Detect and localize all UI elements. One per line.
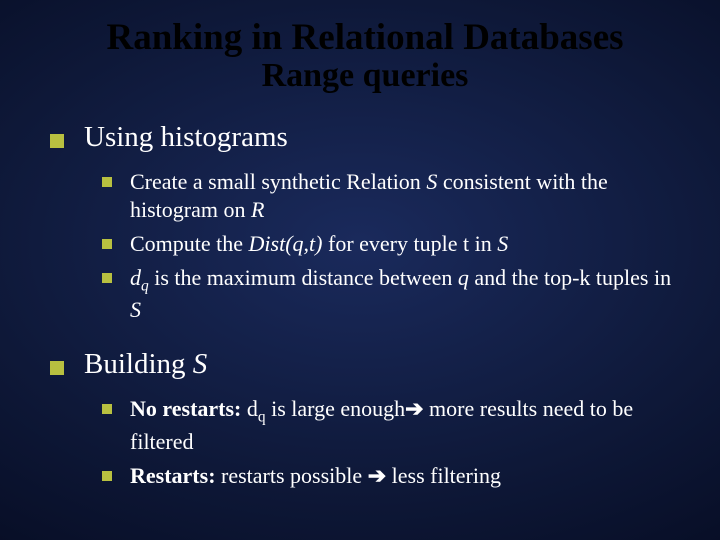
text-run: No restarts: bbox=[130, 396, 247, 421]
text-run: for every tuple t in bbox=[323, 231, 498, 256]
text-run: S bbox=[497, 231, 508, 256]
list-item: Building S bbox=[50, 348, 680, 381]
text-run: d bbox=[130, 265, 141, 290]
square-bullet-icon bbox=[102, 239, 112, 249]
text-run: less filtering bbox=[386, 463, 501, 488]
sub-list: No restarts: dq is large enough➔ more re… bbox=[102, 395, 680, 489]
text-run: restarts possible bbox=[221, 463, 368, 488]
text-run: and the top-k tuples in bbox=[469, 265, 671, 290]
text-run: is the maximum distance between bbox=[149, 265, 458, 290]
list-item-label: Building S bbox=[84, 348, 207, 381]
slide-title: Ranking in Relational Databases bbox=[50, 18, 680, 59]
sub-list-item: Restarts: restarts possible ➔ less filte… bbox=[102, 462, 680, 490]
sub-list-item-text: Create a small synthetic Relation S cons… bbox=[130, 168, 680, 224]
sub-list: Create a small synthetic Relation S cons… bbox=[102, 168, 680, 325]
sub-list-item: Create a small synthetic Relation S cons… bbox=[102, 168, 680, 224]
square-bullet-icon bbox=[102, 273, 112, 283]
text-run: ➔ bbox=[405, 396, 423, 421]
sub-list-item-text: No restarts: dq is large enough➔ more re… bbox=[130, 395, 680, 455]
list-item-label: Using histograms bbox=[84, 121, 288, 154]
slide-subtitle: Range queries bbox=[50, 59, 680, 93]
list-item: Using histograms bbox=[50, 121, 680, 154]
square-bullet-icon bbox=[50, 361, 64, 375]
text-run: R bbox=[251, 197, 264, 222]
text-run: S bbox=[426, 169, 437, 194]
text-run: q bbox=[458, 265, 469, 290]
text-run: Create a small synthetic Relation bbox=[130, 169, 426, 194]
text-run: Restarts: bbox=[130, 463, 221, 488]
sub-list-item-text: Compute the Dist(q,t) for every tuple t … bbox=[130, 230, 680, 258]
square-bullet-icon bbox=[102, 177, 112, 187]
square-bullet-icon bbox=[102, 404, 112, 414]
square-bullet-icon bbox=[50, 134, 64, 148]
sub-list-item-text: dq is the maximum distance between q and… bbox=[130, 264, 680, 324]
square-bullet-icon bbox=[102, 471, 112, 481]
text-run: S bbox=[130, 297, 141, 322]
sub-list-item-text: Restarts: restarts possible ➔ less filte… bbox=[130, 462, 680, 490]
text-run: Building bbox=[84, 348, 193, 380]
text-run: ➔ bbox=[368, 463, 386, 488]
sub-list-item: dq is the maximum distance between q and… bbox=[102, 264, 680, 324]
text-run: d bbox=[247, 396, 258, 421]
text-run: q bbox=[141, 278, 149, 295]
text-run: S bbox=[193, 348, 208, 380]
content-list: Using histograms Create a small synthetic… bbox=[50, 121, 680, 490]
text-run: Dist(q,t) bbox=[249, 231, 323, 256]
text-run: q bbox=[258, 409, 266, 426]
sub-list-item: Compute the Dist(q,t) for every tuple t … bbox=[102, 230, 680, 258]
text-run: Compute the bbox=[130, 231, 249, 256]
text-run: is large enough bbox=[266, 396, 406, 421]
slide-container: Ranking in Relational Databases Range qu… bbox=[0, 0, 720, 540]
sub-list-item: No restarts: dq is large enough➔ more re… bbox=[102, 395, 680, 455]
